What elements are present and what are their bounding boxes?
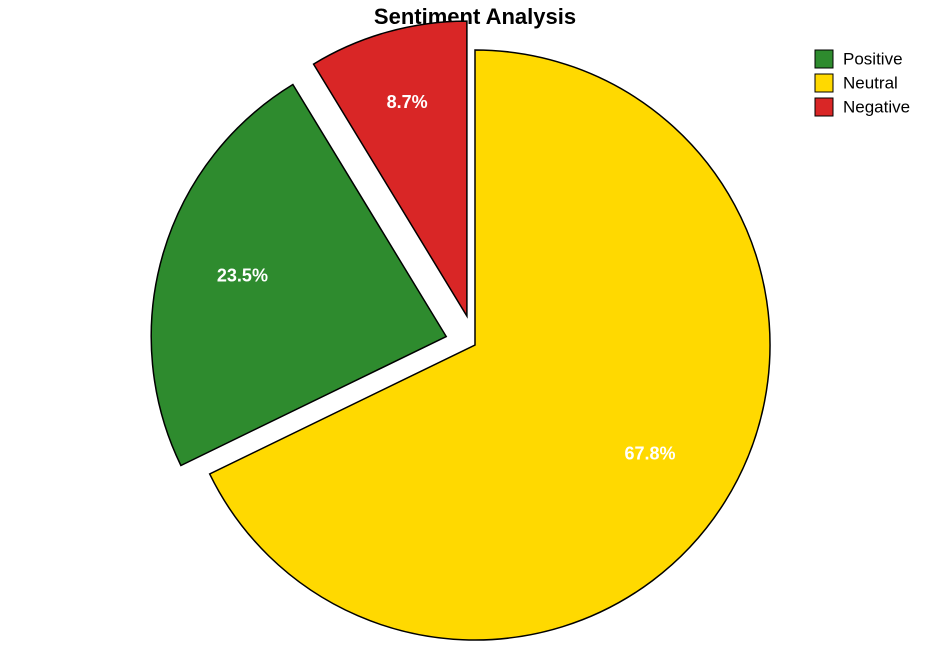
slice-percent-label: 23.5% (217, 265, 268, 285)
slice-percent-label: 8.7% (387, 92, 428, 112)
legend: Positive Neutral Negative (815, 49, 910, 116)
legend-label: Neutral (843, 73, 898, 92)
legend-swatch (815, 74, 833, 92)
legend-label: Negative (843, 97, 910, 116)
chart-svg: Sentiment Analysis 67.8% 23.5% 8.7% Positive… (0, 0, 950, 662)
legend-label: Positive (843, 49, 903, 68)
legend-swatch (815, 50, 833, 68)
chart-title: Sentiment Analysis (374, 4, 576, 29)
sentiment-pie-chart: Sentiment Analysis 67.8% 23.5% 8.7% Positive… (0, 0, 950, 662)
legend-swatch (815, 98, 833, 116)
slice-percent-label: 67.8% (625, 443, 676, 463)
